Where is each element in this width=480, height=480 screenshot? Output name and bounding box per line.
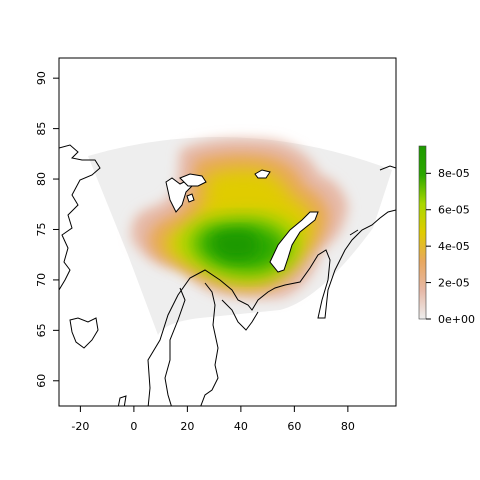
- x-tick-label: -20: [71, 420, 89, 433]
- legend-tick-label: 2e-05: [438, 276, 470, 289]
- coastline-island-2: [179, 173, 207, 187]
- coastlines: [59, 144, 396, 406]
- legend-ticks: 0e+00 2e-05 4e-05 6e-05 8e-05: [426, 167, 475, 326]
- x-axis: -20 0 20 40 60 80: [71, 406, 355, 433]
- legend-tick-label: 6e-05: [438, 204, 470, 217]
- y-tick-label: 85: [35, 122, 48, 136]
- legend-tick-label: 0e+00: [438, 313, 475, 326]
- coastline-island-1: [165, 177, 193, 213]
- x-tick-label: 60: [287, 420, 301, 433]
- x-tick-label: 0: [130, 420, 137, 433]
- y-tick-label: 65: [35, 323, 48, 337]
- coastline-sweden-inner: [164, 287, 186, 406]
- y-tick-label: 60: [35, 374, 48, 388]
- legend-colour-bar: [418, 145, 427, 320]
- coastline-iceland: [69, 317, 99, 349]
- plot-frame: [58, 57, 397, 407]
- coastline-island-4: [186, 193, 195, 203]
- y-axis: 60 65 70 75 80 85 90: [35, 71, 59, 388]
- coastline-scandinavia: [147, 209, 396, 406]
- x-tick-label: 20: [180, 420, 194, 433]
- y-tick-label: 80: [35, 172, 48, 186]
- coastline-white-sea: [221, 299, 259, 331]
- coastline-finland-inner: [200, 282, 219, 406]
- y-tick-label: 70: [35, 273, 48, 287]
- y-tick-label: 75: [35, 222, 48, 236]
- coastline-uk-fragment: [117, 395, 127, 406]
- x-tick-label: 80: [341, 420, 355, 433]
- coastline-east-islands: [349, 165, 396, 236]
- legend-tick-label: 8e-05: [438, 167, 470, 180]
- x-tick-label: 40: [234, 420, 248, 433]
- legend-tick-label: 4e-05: [438, 240, 470, 253]
- density-level-peak: [213, 230, 258, 260]
- coastline-island-3: [254, 169, 271, 179]
- colour-legend: 0e+00 2e-05 4e-05 6e-05 8e-05: [418, 145, 475, 326]
- y-tick-label: 90: [35, 71, 48, 85]
- coastline-greenland: [59, 144, 101, 291]
- coastline-novaya-zemlya: [269, 211, 319, 273]
- map-plot-area: [59, 137, 396, 406]
